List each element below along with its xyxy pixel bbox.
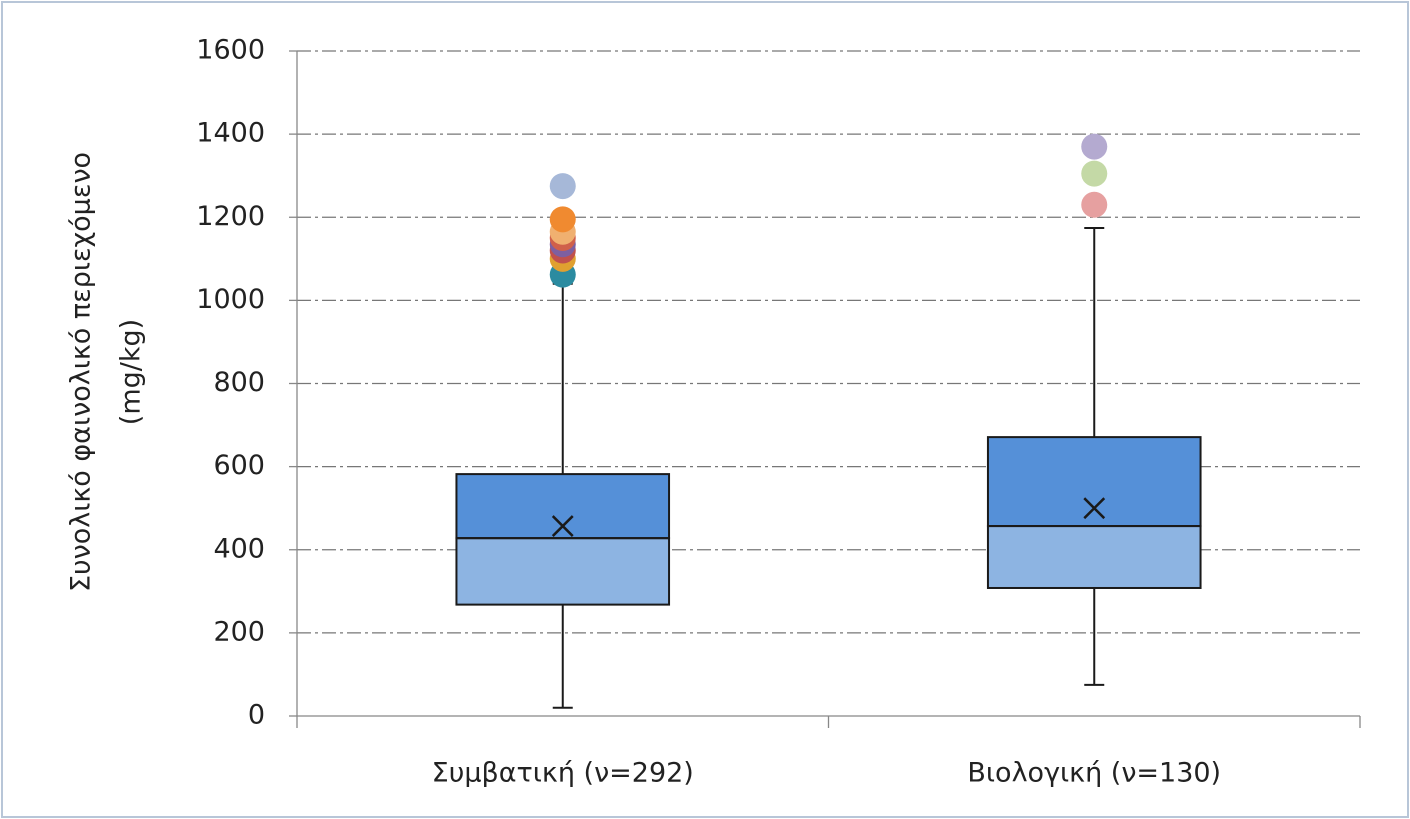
y-tick-label: 200 bbox=[213, 616, 265, 647]
x-tick-label: Συμβατική (ν=292) bbox=[432, 758, 694, 789]
y-tick-label: 400 bbox=[213, 533, 265, 564]
box-lower bbox=[986, 525, 1202, 589]
outlier bbox=[1081, 133, 1108, 160]
x-tick-label: Βιολογική (ν=130) bbox=[967, 758, 1221, 789]
box-lower bbox=[455, 537, 671, 606]
y-tick-label: 1000 bbox=[196, 284, 265, 315]
mean-marker bbox=[551, 515, 574, 537]
y-tick-label: 600 bbox=[213, 450, 265, 481]
outlier bbox=[1081, 191, 1108, 218]
y-tick-label: 0 bbox=[248, 700, 265, 731]
mean-marker bbox=[1083, 497, 1106, 520]
box-upper bbox=[986, 436, 1202, 528]
y-tick-label: 1200 bbox=[196, 201, 265, 232]
y-axis-title: Συνολικό φαινολικό περιεχόμενο bbox=[66, 152, 97, 592]
y-axis-title: (mg/kg) bbox=[116, 319, 147, 425]
outlier bbox=[549, 206, 576, 233]
outlier bbox=[549, 173, 576, 200]
y-tick-label: 1400 bbox=[196, 118, 265, 149]
y-tick-label: 1600 bbox=[196, 35, 265, 66]
outlier bbox=[1081, 160, 1108, 187]
y-tick-label: 800 bbox=[213, 367, 265, 398]
box-upper bbox=[455, 473, 671, 540]
